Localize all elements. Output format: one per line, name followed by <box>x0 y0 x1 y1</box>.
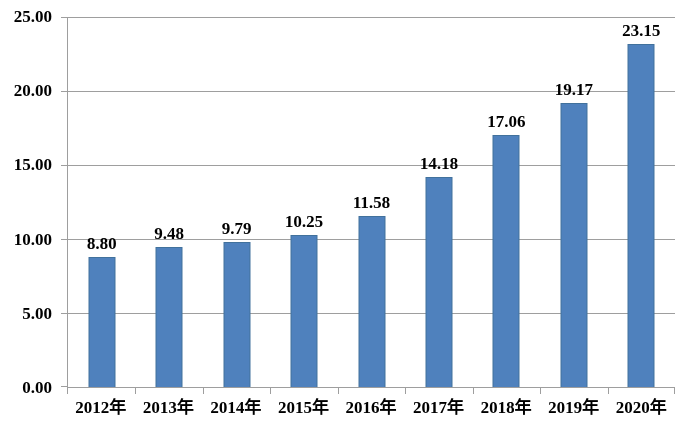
bar-value-label: 19.17 <box>554 80 593 100</box>
x-axis-tick <box>337 387 339 394</box>
bar-value-label: 17.06 <box>487 111 526 131</box>
bar <box>560 103 588 387</box>
x-category-label: 2012年 <box>75 398 127 417</box>
bar <box>290 235 318 387</box>
bar-value-label: 14.18 <box>419 154 459 174</box>
bar-value-label: 23.15 <box>622 21 661 41</box>
x-category-label: 2013年 <box>142 398 194 417</box>
x-category-label: 2016年 <box>345 398 397 417</box>
x-axis-tick <box>202 387 204 394</box>
bar <box>223 242 251 387</box>
y-axis-tick <box>61 91 68 92</box>
x-axis-tick <box>472 387 474 394</box>
plot-area: 8.80 9.48 9.79 10.25 11.58 14.18 17.06 19.17 23.… <box>61 17 675 394</box>
bar-value-label: 9.79 <box>221 219 252 239</box>
gridline <box>68 91 675 92</box>
y-axis-tick <box>61 165 68 166</box>
x-axis-tick <box>135 387 137 394</box>
x-axis-tick <box>674 387 675 394</box>
bar-value-label: 8.80 <box>86 233 117 253</box>
x-category-label: 2018年 <box>480 398 532 417</box>
x-category-label: 2017年 <box>413 398 465 417</box>
x-axis-tick <box>270 387 272 394</box>
bar-value-label: 10.25 <box>284 212 324 232</box>
gridline <box>68 17 675 18</box>
y-axis-tick <box>61 386 68 387</box>
x-category-label: 2015年 <box>277 398 329 417</box>
bar <box>88 256 116 387</box>
bar-value-label: 9.48 <box>154 223 185 243</box>
y-tick-label: 10.00 <box>13 229 52 249</box>
bar <box>492 134 520 387</box>
gridline <box>68 165 675 166</box>
bar <box>358 215 385 387</box>
bar-value-label: 11.58 <box>352 192 391 212</box>
x-category-label: 2014年 <box>210 398 262 417</box>
bar <box>627 44 655 387</box>
y-axis-tick <box>61 239 68 240</box>
x-axis-tick <box>405 387 407 394</box>
x-axis-tick <box>540 387 542 394</box>
y-tick-label: 15.00 <box>13 155 52 175</box>
bar <box>425 177 453 387</box>
x-axis-labels: 2012年 2013年 2014年 2015年 2016年 2017年 2018年 2019年… <box>67 388 675 432</box>
y-tick-label: 25.00 <box>13 7 52 26</box>
y-tick-label: 5.00 <box>22 303 52 323</box>
y-axis-labels: 0.00 5.00 10.00 15.00 20.00 25.00 <box>0 7 52 397</box>
x-axis-tick <box>67 387 68 394</box>
x-axis-tick <box>607 387 609 394</box>
x-category-label: 2020年 <box>615 398 667 417</box>
y-axis-tick <box>61 313 68 314</box>
bar <box>155 246 183 387</box>
y-axis-tick <box>61 17 68 18</box>
x-category-label: 2019年 <box>548 398 600 417</box>
y-tick-label: 0.00 <box>22 378 52 397</box>
y-tick-label: 20.00 <box>13 81 52 101</box>
